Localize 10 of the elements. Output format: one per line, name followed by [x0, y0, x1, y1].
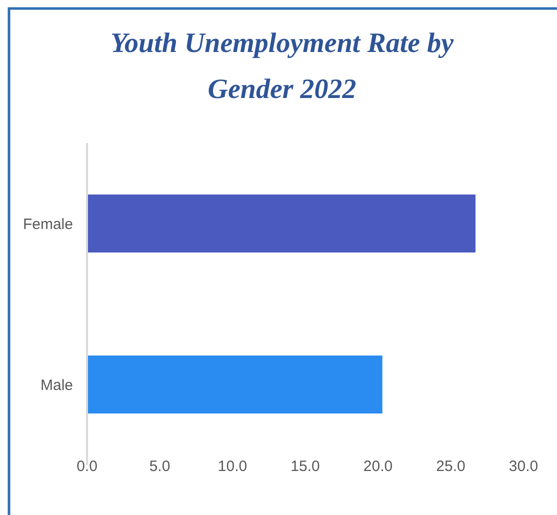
x-tick-label: 20.0	[363, 458, 393, 475]
x-tick-label: 10.0	[218, 458, 248, 475]
x-tick-label: 25.0	[436, 458, 466, 475]
x-tick-label: 5.0	[149, 458, 170, 475]
y-tick-label: Female	[22, 216, 73, 233]
chart-title: Youth Unemployment Rate by Gender 2022	[110, 28, 454, 105]
y-tick-label: Male	[40, 376, 73, 394]
x-tick-label: 0.0	[76, 458, 98, 475]
x-tick-label: 15.0	[290, 458, 320, 475]
x-tick-label: 30.0	[508, 458, 538, 475]
